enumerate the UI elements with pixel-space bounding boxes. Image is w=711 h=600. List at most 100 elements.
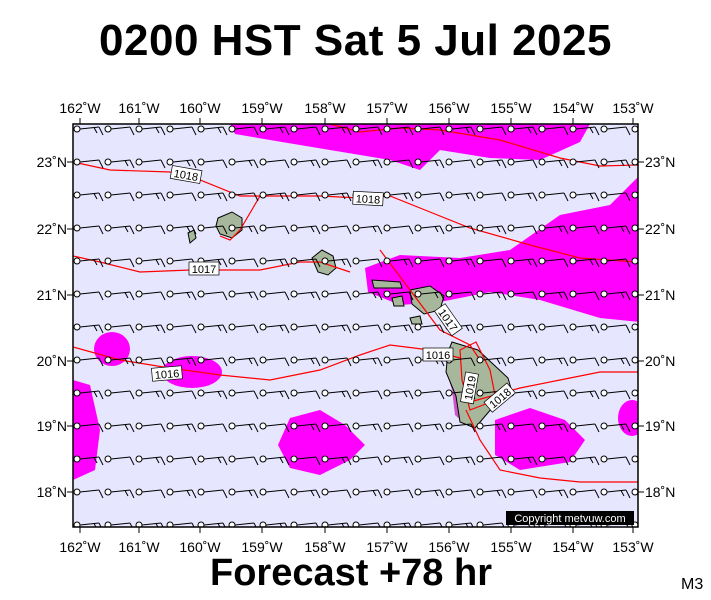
- wind-barb: [569, 389, 600, 400]
- wind-barb: [414, 323, 445, 334]
- wind-barb: [352, 521, 381, 527]
- lon-bottom-label: 161˚W: [118, 539, 160, 555]
- lon-top-label: 154˚W: [552, 100, 594, 116]
- lon-top-label: 160˚W: [179, 100, 221, 116]
- wind-barb: [507, 356, 538, 367]
- wind-barb: [569, 158, 600, 169]
- wind-barb: [569, 224, 600, 235]
- wind-barb: [631, 356, 638, 364]
- wind-barb: [600, 191, 631, 202]
- wind-barb: [476, 356, 507, 367]
- wind-barb: [538, 125, 569, 136]
- wind-barbs: [73, 125, 638, 527]
- isobar-label-1: 1018: [173, 168, 199, 184]
- wind-barb: [631, 455, 638, 463]
- rain-area-west-edge: [73, 380, 100, 480]
- wind-barb: [104, 455, 135, 466]
- wind-barb: [414, 422, 445, 433]
- wind-barb: [321, 521, 350, 527]
- lat-left-label: 20˚N: [37, 353, 67, 369]
- wind-barb: [631, 125, 638, 133]
- wind-barb: [166, 323, 197, 334]
- wind-barb: [166, 455, 197, 466]
- latitude-labels-left: 23˚N 22˚N 21˚N 20˚N 19˚N 18˚N: [37, 154, 67, 500]
- wind-barb: [228, 455, 259, 466]
- wind-barb: [228, 257, 259, 268]
- wind-barb: [259, 356, 290, 367]
- wind-barb: [104, 356, 135, 367]
- lon-bottom-label: 153˚W: [612, 539, 654, 555]
- wind-barb: [197, 422, 228, 433]
- wind-barb: [600, 323, 631, 334]
- wind-barb: [197, 323, 228, 334]
- island-kahoolawe: [409, 315, 423, 325]
- wind-barb: [352, 290, 383, 301]
- lon-top-label: 156˚W: [428, 100, 470, 116]
- wind-barb: [445, 125, 476, 136]
- precipitation-areas: [73, 124, 638, 480]
- wind-barb: [166, 125, 197, 136]
- page-title: 0200 HST Sat 5 Jul 2025: [99, 16, 612, 65]
- wind-barb: [538, 356, 569, 367]
- wind-barb: [228, 191, 259, 202]
- wind-barb: [414, 158, 445, 169]
- wind-barb: [135, 455, 166, 466]
- wind-barb: [600, 290, 631, 301]
- wind-barb: [352, 257, 383, 268]
- wind-barb: [538, 191, 569, 202]
- wind-barb: [569, 422, 600, 433]
- wind-barb: [228, 158, 259, 169]
- wind-barb: [321, 488, 352, 499]
- wind-barb: [352, 224, 383, 235]
- wind-barb: [383, 356, 414, 367]
- wind-barb: [135, 290, 166, 301]
- wind-barb: [445, 191, 476, 202]
- lon-bottom-label: 157˚W: [366, 539, 408, 555]
- wind-barb: [290, 356, 321, 367]
- wind-barb: [197, 224, 228, 235]
- lat-right-label: 18˚N: [645, 484, 675, 500]
- wind-barb: [321, 191, 352, 202]
- wind-barb: [538, 224, 569, 235]
- wind-barb: [352, 158, 383, 169]
- wind-barb: [600, 125, 631, 136]
- wind-barb: [259, 257, 290, 268]
- wind-barb: [414, 389, 445, 400]
- wind-barb: [197, 389, 228, 400]
- wind-barb: [166, 158, 197, 169]
- wind-barb: [197, 356, 228, 367]
- wind-barb: [414, 257, 445, 268]
- wind-barb: [383, 455, 414, 466]
- longitude-labels-top: 162˚W 161˚W 160˚W 159˚W 158˚W 157˚W 156˚…: [59, 100, 654, 116]
- wind-barb: [414, 290, 445, 301]
- wind-barb: [166, 488, 197, 499]
- wind-barb: [321, 158, 352, 169]
- wind-barb: [228, 290, 259, 301]
- wind-barb: [228, 422, 259, 433]
- wind-barb: [290, 488, 321, 499]
- island-niihau: [187, 229, 197, 244]
- lon-top-label: 158˚W: [304, 100, 346, 116]
- wind-barb: [538, 422, 569, 433]
- wind-barb: [290, 224, 321, 235]
- isobar-label-4: 1016: [154, 368, 179, 382]
- wind-barb: [73, 125, 104, 136]
- wind-barb: [290, 257, 321, 268]
- wind-barb: [383, 389, 414, 400]
- wind-barb: [445, 290, 476, 301]
- wind-barb: [476, 422, 507, 433]
- wind-barb: [538, 257, 569, 268]
- wind-barb: [600, 422, 631, 433]
- isobar-label-2: 1018: [355, 193, 380, 206]
- wind-barb: [383, 422, 414, 433]
- island-lanai: [391, 295, 405, 307]
- wind-barb: [197, 158, 228, 169]
- wind-barb: [569, 290, 600, 301]
- wind-barb: [321, 125, 352, 136]
- wind-barb: [352, 389, 383, 400]
- isobar-1018-south: [465, 409, 638, 483]
- wind-barb: [414, 521, 443, 527]
- rain-area-small-1: [94, 332, 130, 366]
- wind-barb: [290, 290, 321, 301]
- wind-barb: [228, 125, 259, 136]
